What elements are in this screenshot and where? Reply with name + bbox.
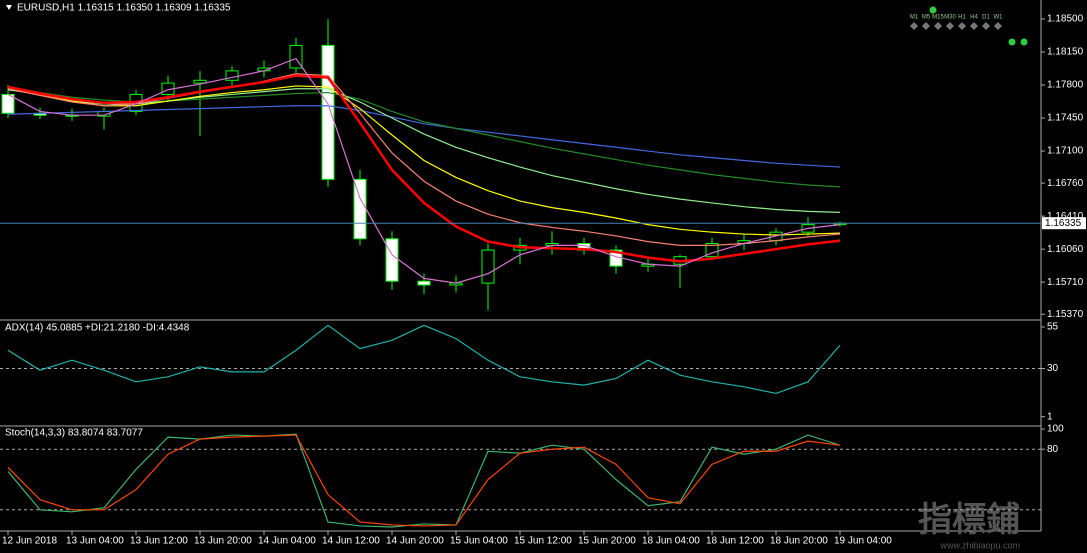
timeframe-marker [922,22,930,30]
y-tick-label: 1.17450 [1047,113,1084,124]
candle-body [417,280,431,286]
y-tick-label: 30 [1047,363,1059,374]
candle-body [705,242,719,258]
candle-body [225,70,239,81]
y-tick-label: 100 [1047,424,1064,435]
x-tick-label: 15 Jun 04:00 [450,536,508,547]
y-tick-label: 55 [1047,322,1059,333]
watermark-url: www.zhibiaopu.com [939,540,1020,550]
timeframe-label: M30 [944,15,956,21]
timeframe-marker [994,22,1002,30]
timeframe-label: W1 [994,15,1004,21]
timeframe-label: H4 [970,15,978,21]
timeframe-marker [982,22,990,30]
timeframe-marker [934,22,942,30]
y-tick-label: 1.15710 [1047,277,1084,288]
panel-title: EURUSD,H1 1.16315 1.16350 1.16309 1.1633… [17,3,231,14]
x-tick-label: 15 Jun 20:00 [578,536,636,547]
candle-body [353,178,367,240]
y-tick-label: 1.16410 [1047,211,1084,222]
x-tick-label: 15 Jun 12:00 [514,536,572,547]
x-tick-label: 13 Jun 12:00 [130,536,188,547]
x-tick-label: 18 Jun 20:00 [770,536,828,547]
x-tick-label: 12 Jun 2018 [2,536,57,547]
indicator-line [7,324,841,395]
indicator-line [7,73,841,246]
y-tick-label: 1.18500 [1047,14,1084,25]
status-dot [1008,38,1016,46]
timeframe-marker [970,22,978,30]
timeframe-marker [946,22,954,30]
indicator-line [7,88,841,213]
y-tick-label: 1 [1047,411,1053,422]
timeframe-marker [910,22,918,30]
current-price-box [1042,217,1086,230]
indicator-line [7,74,841,263]
watermark: 指標鋪 [918,500,1020,539]
y-tick-label: 1.17800 [1047,80,1084,91]
indicator-line [7,434,841,527]
y-tick-label: 1.16060 [1047,244,1084,255]
candle-body [321,44,335,180]
timeframe-label: D1 [982,15,990,21]
y-tick-label: 80 [1047,444,1059,455]
candle-body [193,79,207,84]
panel-title: Stoch(14,3,3) 83.8074 83.7077 [5,428,143,439]
indicator-line [7,57,841,284]
indicator-line [7,85,841,236]
x-tick-label: 19 Jun 04:00 [834,536,892,547]
current-price-label: 1.16335 [1045,218,1082,229]
y-tick-label: 1.16760 [1047,178,1084,189]
timeframe-marker [958,22,966,30]
x-tick-label: 13 Jun 04:00 [66,536,124,547]
status-dot [929,6,937,14]
indicator-line [7,105,841,168]
indicator-line [7,433,841,528]
x-tick-label: 18 Jun 12:00 [706,536,764,547]
timeframe-label: M5 [922,15,931,21]
candle-body [385,238,399,282]
panel-title: ADX(14) 45.0885 +DI:21.2180 -DI:4.4348 [5,323,190,334]
y-tick-label: 1.17100 [1047,146,1084,157]
timeframe-panel: M1 M5 M15 M30 H1 H4 D1 W1 [910,6,1028,46]
timeframe-label: M15 [932,15,944,21]
x-tick-label: 14 Jun 20:00 [386,536,444,547]
timeframe-label: M1 [910,15,919,21]
timeframe-label: H1 [958,15,966,21]
y-tick-label: 1.18150 [1047,47,1084,58]
menu-arrow[interactable] [6,5,12,10]
status-dot [1020,38,1028,46]
candle-body [481,249,495,284]
y-tick-label: 1.15370 [1047,309,1084,320]
x-tick-label: 13 Jun 20:00 [194,536,252,547]
x-tick-label: 14 Jun 12:00 [322,536,380,547]
x-tick-label: 14 Jun 04:00 [258,536,316,547]
x-tick-label: 18 Jun 04:00 [642,536,700,547]
